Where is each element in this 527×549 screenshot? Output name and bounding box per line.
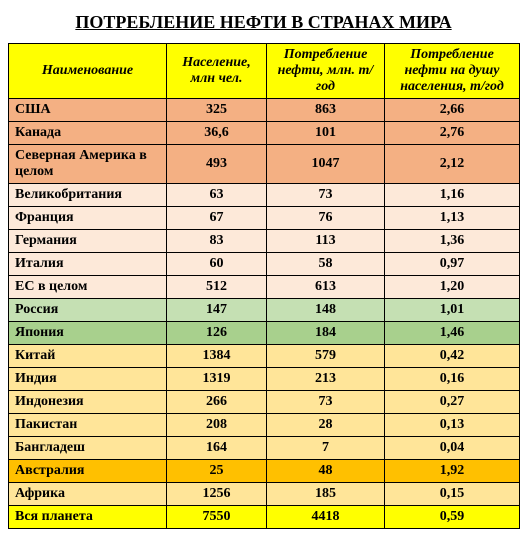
cell-population: 208 [167, 414, 267, 437]
cell-name: Китай [9, 345, 167, 368]
cell-consumption: 213 [267, 368, 385, 391]
cell-name: Канада [9, 122, 167, 145]
cell-percapita: 1,92 [385, 460, 520, 483]
cell-population: 512 [167, 276, 267, 299]
cell-consumption: 73 [267, 184, 385, 207]
cell-consumption: 28 [267, 414, 385, 437]
cell-percapita: 2,66 [385, 99, 520, 122]
cell-name: Великобритания [9, 184, 167, 207]
cell-consumption: 7 [267, 437, 385, 460]
cell-population: 67 [167, 207, 267, 230]
cell-consumption: 73 [267, 391, 385, 414]
table-row: Индонезия266730,27 [9, 391, 520, 414]
table-row: Вся планета755044180,59 [9, 506, 520, 529]
table-row: Индия13192130,16 [9, 368, 520, 391]
cell-consumption: 1047 [267, 145, 385, 184]
cell-consumption: 48 [267, 460, 385, 483]
cell-name: Пакистан [9, 414, 167, 437]
table-row: Япония1261841,46 [9, 322, 520, 345]
table-row: Франция67761,13 [9, 207, 520, 230]
cell-population: 1319 [167, 368, 267, 391]
cell-name: Германия [9, 230, 167, 253]
col-header-consumption: Потребление нефти, млн. т/год [267, 44, 385, 99]
col-header-percapita: Потребление нефти на душу населения, т/г… [385, 44, 520, 99]
table-row: Китай13845790,42 [9, 345, 520, 368]
cell-percapita: 1,01 [385, 299, 520, 322]
cell-population: 63 [167, 184, 267, 207]
table-row: Австралия25481,92 [9, 460, 520, 483]
cell-population: 1384 [167, 345, 267, 368]
cell-population: 25 [167, 460, 267, 483]
cell-population: 493 [167, 145, 267, 184]
table-row: Канада36,61012,76 [9, 122, 520, 145]
cell-percapita: 0,15 [385, 483, 520, 506]
table-row: ЕС в целом5126131,20 [9, 276, 520, 299]
cell-name: Россия [9, 299, 167, 322]
cell-name: Северная Америка в целом [9, 145, 167, 184]
cell-population: 325 [167, 99, 267, 122]
cell-percapita: 2,12 [385, 145, 520, 184]
cell-percapita: 2,76 [385, 122, 520, 145]
cell-percapita: 0,04 [385, 437, 520, 460]
table-row: США3258632,66 [9, 99, 520, 122]
cell-name: Индонезия [9, 391, 167, 414]
cell-consumption: 863 [267, 99, 385, 122]
page-title: ПОТРЕБЛЕНИЕ НЕФТИ В СТРАНАХ МИРА [8, 12, 519, 33]
oil-consumption-table: Наименование Население, млн чел. Потребл… [8, 43, 520, 529]
cell-percapita: 1,36 [385, 230, 520, 253]
cell-consumption: 76 [267, 207, 385, 230]
cell-consumption: 4418 [267, 506, 385, 529]
cell-percapita: 1,13 [385, 207, 520, 230]
table-row: Пакистан208280,13 [9, 414, 520, 437]
table-row: Россия1471481,01 [9, 299, 520, 322]
table-row: Северная Америка в целом49310472,12 [9, 145, 520, 184]
cell-consumption: 579 [267, 345, 385, 368]
table-row: Италия60580,97 [9, 253, 520, 276]
cell-name: ЕС в целом [9, 276, 167, 299]
cell-consumption: 613 [267, 276, 385, 299]
cell-population: 60 [167, 253, 267, 276]
table-row: Африка12561850,15 [9, 483, 520, 506]
table-row: Германия831131,36 [9, 230, 520, 253]
cell-consumption: 101 [267, 122, 385, 145]
cell-consumption: 113 [267, 230, 385, 253]
col-header-name: Наименование [9, 44, 167, 99]
cell-percapita: 0,27 [385, 391, 520, 414]
table-row: Бангладеш16470,04 [9, 437, 520, 460]
cell-consumption: 148 [267, 299, 385, 322]
cell-percapita: 0,16 [385, 368, 520, 391]
cell-population: 36,6 [167, 122, 267, 145]
cell-name: Франция [9, 207, 167, 230]
cell-name: Африка [9, 483, 167, 506]
table-row: Великобритания63731,16 [9, 184, 520, 207]
cell-consumption: 185 [267, 483, 385, 506]
table-header-row: Наименование Население, млн чел. Потребл… [9, 44, 520, 99]
cell-percapita: 0,42 [385, 345, 520, 368]
cell-name: Австралия [9, 460, 167, 483]
cell-percapita: 0,13 [385, 414, 520, 437]
cell-name: Вся планета [9, 506, 167, 529]
cell-name: Италия [9, 253, 167, 276]
cell-population: 7550 [167, 506, 267, 529]
cell-name: Бангладеш [9, 437, 167, 460]
col-header-population: Население, млн чел. [167, 44, 267, 99]
cell-name: Индия [9, 368, 167, 391]
cell-population: 126 [167, 322, 267, 345]
cell-percapita: 0,97 [385, 253, 520, 276]
cell-percapita: 1,46 [385, 322, 520, 345]
cell-name: США [9, 99, 167, 122]
cell-name: Япония [9, 322, 167, 345]
cell-population: 83 [167, 230, 267, 253]
cell-percapita: 0,59 [385, 506, 520, 529]
cell-percapita: 1,16 [385, 184, 520, 207]
cell-population: 164 [167, 437, 267, 460]
cell-consumption: 58 [267, 253, 385, 276]
cell-population: 1256 [167, 483, 267, 506]
cell-population: 147 [167, 299, 267, 322]
cell-percapita: 1,20 [385, 276, 520, 299]
cell-population: 266 [167, 391, 267, 414]
cell-consumption: 184 [267, 322, 385, 345]
